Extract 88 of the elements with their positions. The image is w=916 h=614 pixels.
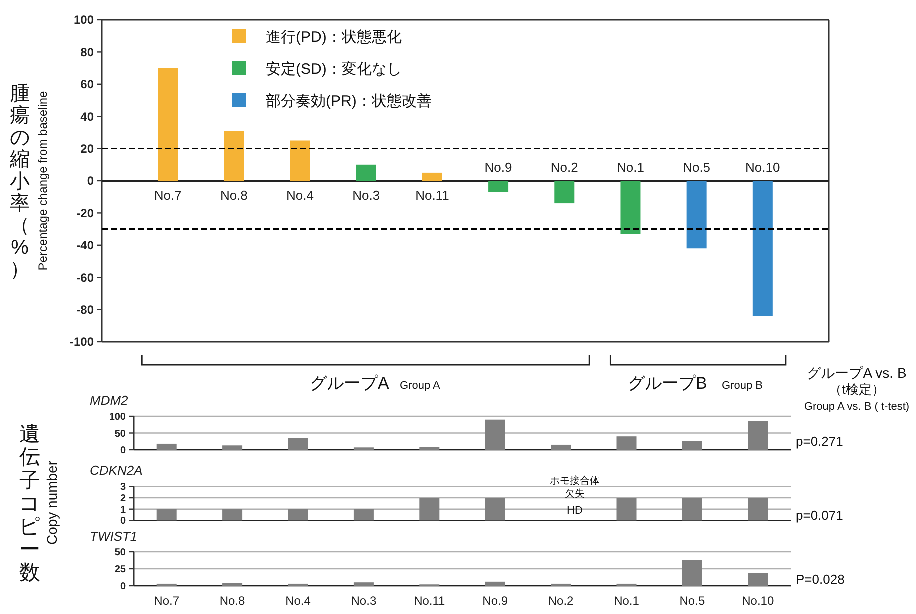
- bar: [551, 444, 572, 450]
- legend-label: 安定(SD)：変化なし: [266, 61, 402, 78]
- x-tick-label: No.11: [416, 188, 450, 203]
- y-tick-label: 100: [74, 13, 94, 28]
- x-tick-label: No.9: [482, 594, 508, 608]
- bar: [485, 582, 506, 586]
- bar: [288, 438, 308, 450]
- x-tick-label: No.10: [746, 160, 780, 175]
- legend-label: 部分奏効(PR)：状態改善: [266, 93, 432, 110]
- y-tick-label: -80: [76, 303, 94, 317]
- x-tick-label: No.2: [550, 160, 578, 175]
- bar: [158, 68, 178, 181]
- text: Group B: [722, 380, 763, 392]
- text: Copy number: [44, 460, 60, 546]
- y-tick-label: 100: [109, 412, 126, 423]
- text: Group A vs. B ( t-test): [804, 401, 910, 413]
- bar: [420, 447, 440, 450]
- bar: [290, 140, 310, 181]
- bar: [748, 573, 768, 586]
- x-tick-label: No.1: [614, 594, 640, 608]
- bar: [354, 582, 374, 586]
- x-tick-label: No.8: [220, 594, 246, 608]
- y-tick-label: 20: [80, 142, 94, 156]
- annotation: ホモ接合体: [550, 475, 600, 487]
- y-tick-label: -20: [76, 206, 94, 220]
- y-tick-label: 50: [114, 548, 126, 558]
- y-axis-title: 遺伝子コピー数: [19, 423, 41, 585]
- y-tick-label: -40: [76, 238, 94, 253]
- y-tick-label: 0: [120, 516, 126, 528]
- text: P=0.028: [796, 572, 845, 587]
- legend-label: 進行(PD)：状態悪化: [266, 29, 402, 46]
- bar: [620, 181, 641, 234]
- y-tick-label: -100: [70, 335, 94, 350]
- x-tick-label: No.11: [414, 594, 446, 608]
- bar: [748, 421, 768, 450]
- bar: [554, 181, 575, 204]
- bar: [686, 181, 707, 249]
- x-tick-label: No.5: [683, 160, 711, 175]
- y-tick-label: 50: [114, 428, 126, 440]
- text: 腫瘍の縮小率（%）: [10, 83, 30, 281]
- y-tick-label: 3: [120, 482, 126, 494]
- bar: [488, 181, 509, 192]
- annotation: 欠失: [565, 488, 585, 500]
- bar: [485, 420, 506, 450]
- y-tick-label: -60: [76, 270, 94, 285]
- x-tick-label: No.1: [616, 160, 644, 175]
- x-tick-label: No.5: [680, 594, 706, 608]
- annotation: HD: [567, 505, 583, 517]
- text: グループB: [628, 374, 708, 393]
- bar: [422, 172, 442, 181]
- chart-title: MDM2: [90, 393, 130, 408]
- y-tick-label: 0: [120, 582, 126, 592]
- bar: [222, 446, 243, 450]
- bar: [224, 131, 244, 181]
- x-tick-label: No.2: [548, 594, 574, 608]
- x-tick-label: No.4: [286, 188, 314, 203]
- text: （t検定）: [829, 382, 885, 397]
- bar: [356, 164, 376, 181]
- y-tick-label: 1: [120, 504, 126, 516]
- y-tick-label: 60: [80, 78, 94, 92]
- x-tick-label: No.8: [220, 188, 248, 203]
- chart-title: CDKN2A: [90, 463, 143, 478]
- chart-title: TWIST1: [90, 529, 138, 544]
- x-tick-label: No.7: [154, 188, 182, 203]
- x-tick-label: No.3: [351, 594, 377, 608]
- y-tick-label: 0: [120, 446, 126, 456]
- x-tick-label: No.7: [154, 594, 180, 608]
- y-tick-label: 80: [80, 45, 94, 60]
- x-tick-label: No.4: [286, 594, 312, 608]
- bar: [156, 444, 177, 450]
- y-tick-label: 40: [80, 110, 94, 124]
- y-tick-label: 2: [120, 494, 126, 505]
- text: p=0.071: [796, 508, 844, 523]
- bar: [682, 441, 702, 450]
- bar: [752, 181, 773, 316]
- bar: [222, 583, 243, 586]
- x-tick-label: No.9: [484, 160, 512, 175]
- bar: [616, 436, 637, 450]
- y-tick-label: 25: [114, 564, 126, 576]
- x-tick-label: No.3: [352, 188, 380, 203]
- text: p=0.271: [796, 434, 844, 449]
- text: Percentage change from baseline: [36, 90, 50, 271]
- text: グループA: [310, 374, 390, 393]
- text: Group A: [400, 380, 442, 392]
- x-tick-label: No.10: [742, 594, 774, 608]
- y-tick-label: 0: [87, 174, 94, 188]
- bar: [682, 560, 702, 586]
- text: グループA vs. B: [807, 365, 907, 381]
